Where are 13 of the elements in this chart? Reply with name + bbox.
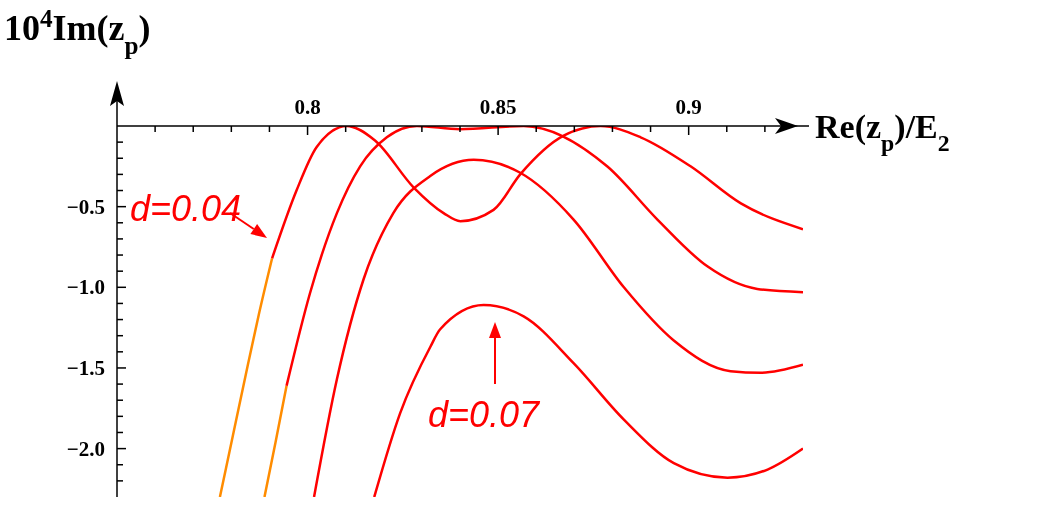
x-tick-label: 0.9 [675, 95, 702, 119]
x-axis-title: Re(z$_{p}$)/E$_{2}$ [815, 108, 950, 156]
annotation: d=0.04 [130, 188, 242, 229]
y-tick-label: −1.5 [66, 355, 105, 380]
y-axis-title: 10$^{4}$Im(z$_{p}$) [4, 4, 151, 59]
y-tick-label: −0.5 [66, 194, 105, 219]
line-series [373, 303, 803, 497]
line-series [218, 257, 274, 497]
x-tick-label: 0.85 [479, 95, 517, 119]
x-tick-label: 0.8 [294, 95, 321, 119]
annotation: d=0.07 [428, 394, 542, 435]
y-tick-label: −1.0 [66, 275, 105, 300]
y-tick-label: −2.0 [66, 436, 105, 461]
